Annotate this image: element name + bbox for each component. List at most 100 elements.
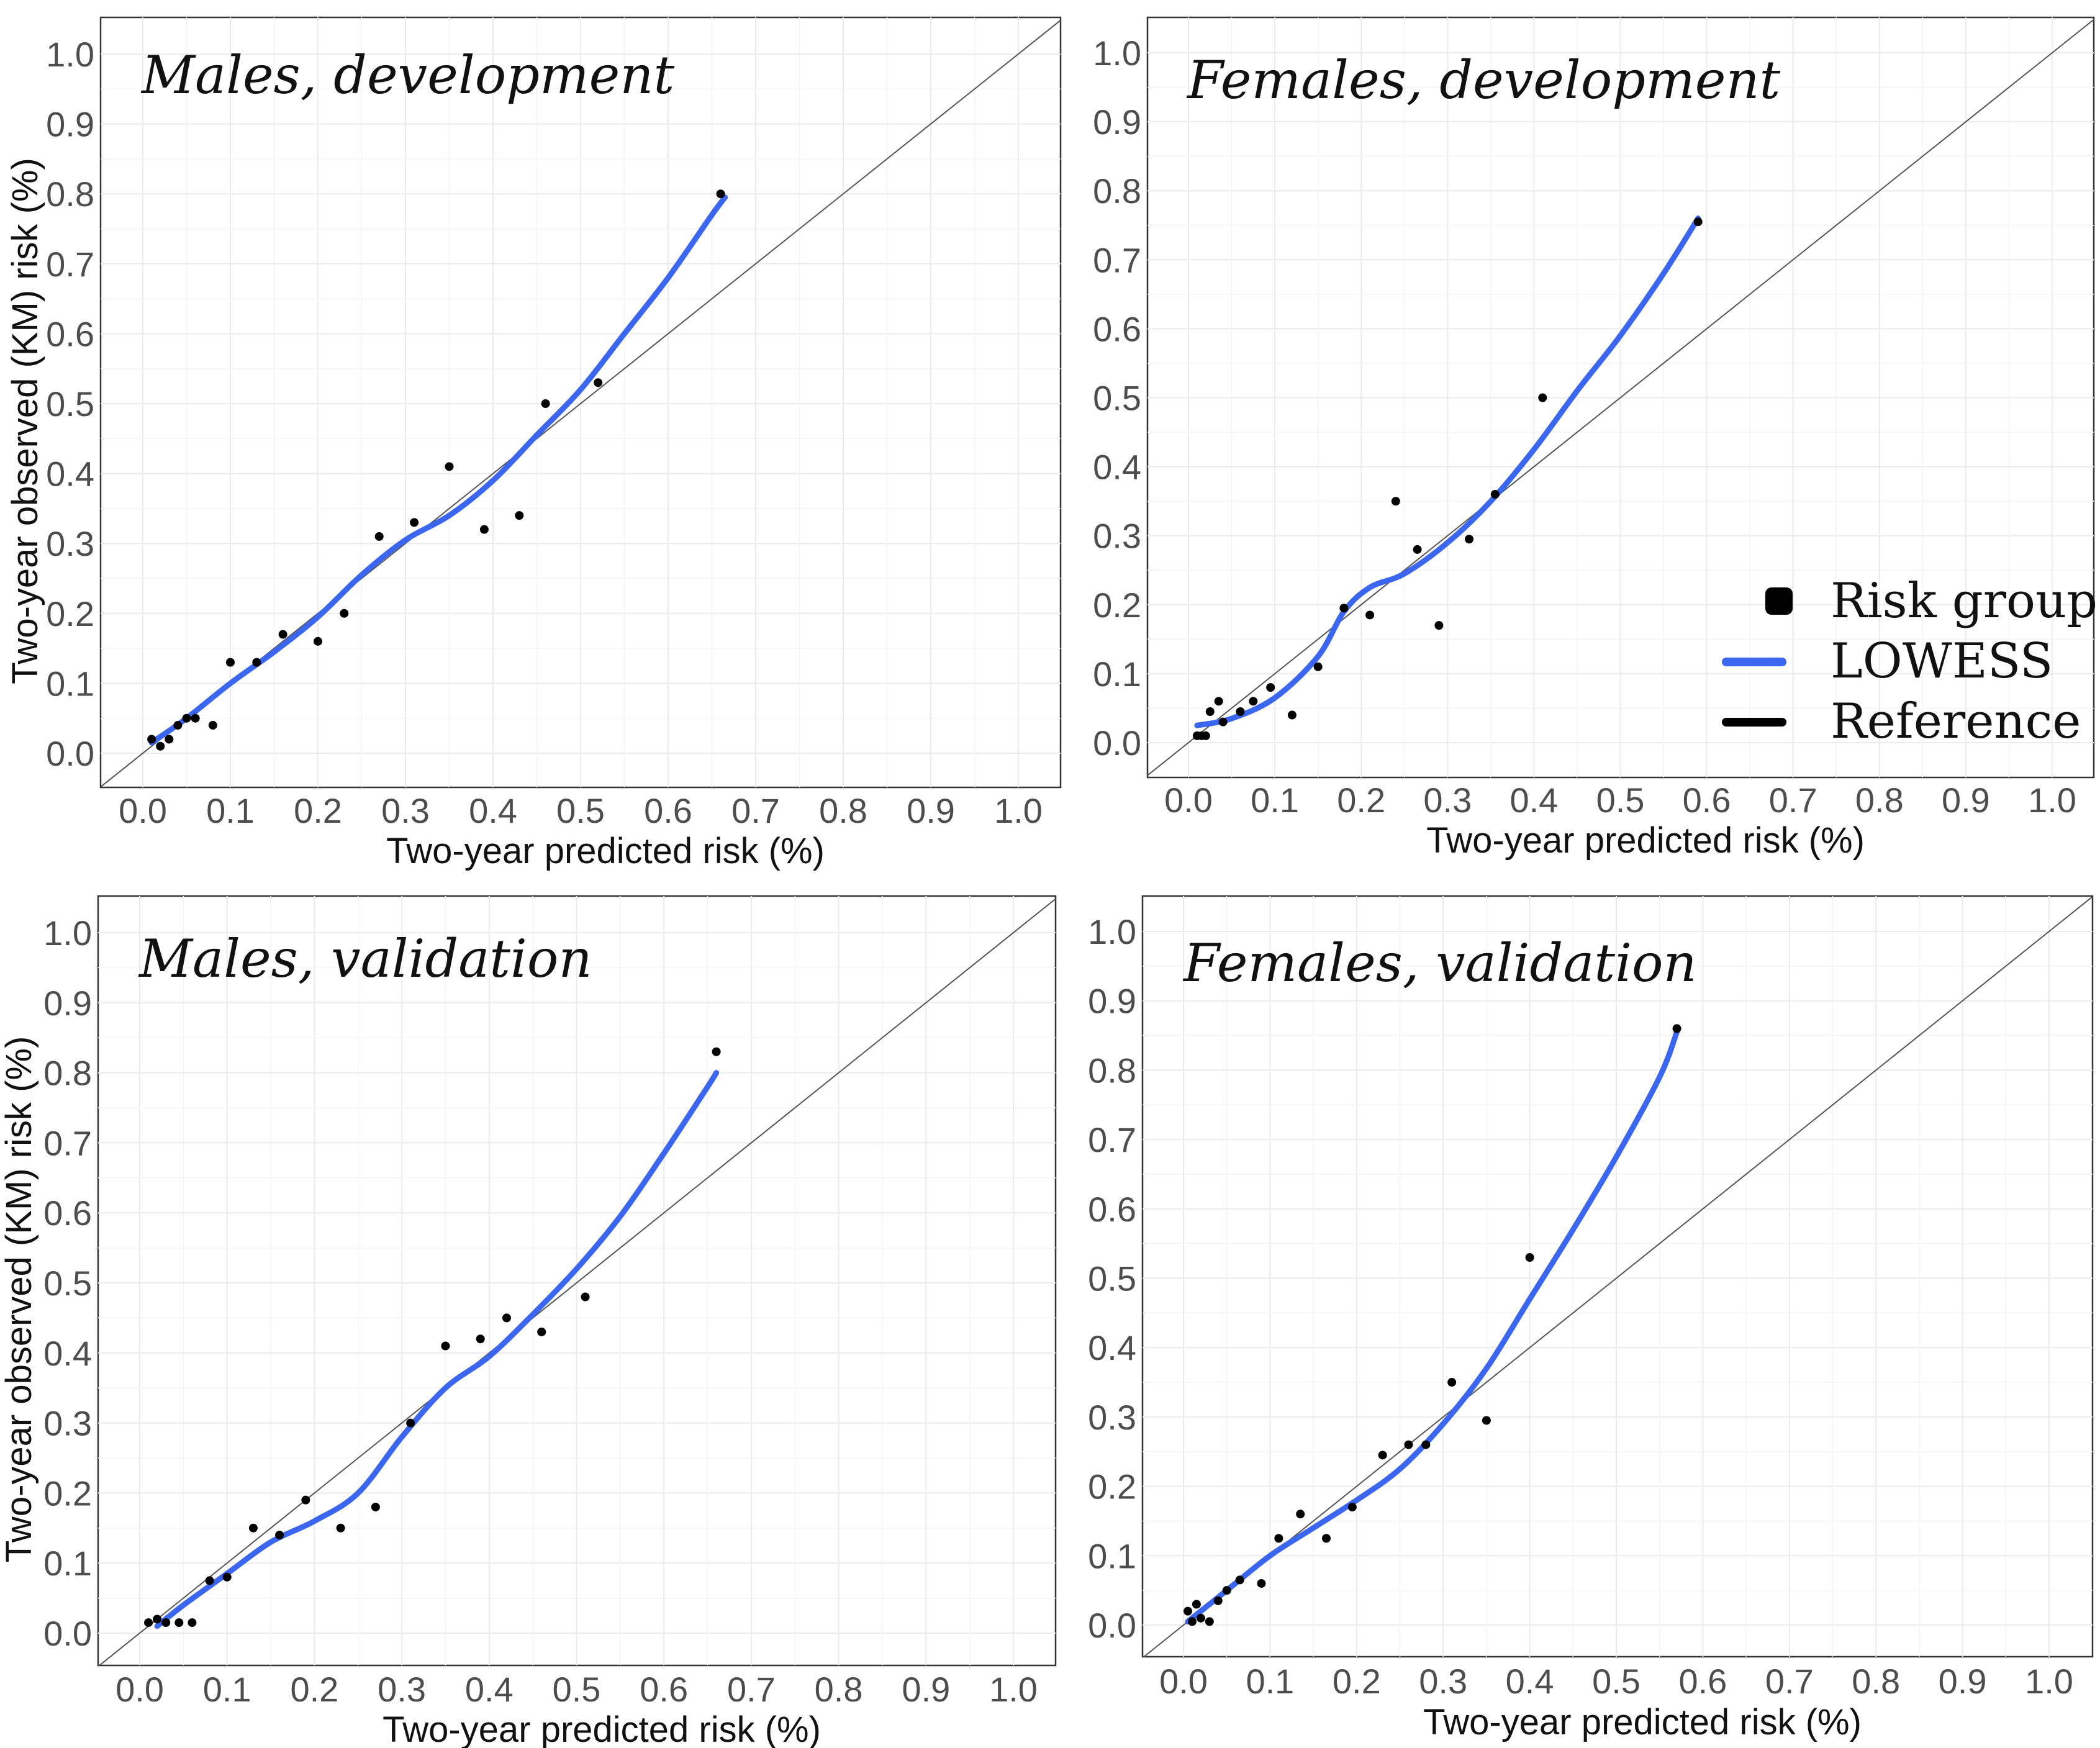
- y-tick-label: 0.5: [1093, 379, 1141, 418]
- y-tick-label: 0.1: [46, 664, 94, 703]
- y-tick-label: 0.9: [1093, 102, 1141, 142]
- x-tick-label: 0.6: [1683, 781, 1731, 820]
- y-tick-label: 0.4: [1088, 1328, 1136, 1367]
- risk-group-point: [1296, 1510, 1305, 1519]
- risk-group-point: [537, 1327, 546, 1336]
- y-tick-label: 0.2: [46, 594, 94, 633]
- risk-group-point: [275, 1531, 284, 1540]
- x-tick-label: 0.3: [378, 1670, 426, 1709]
- risk-group-point: [173, 720, 183, 730]
- y-tick-label: 0.3: [46, 524, 94, 563]
- x-tick-label: 0.0: [1164, 781, 1213, 820]
- risk-group-point: [1287, 710, 1297, 720]
- risk-group-point: [1413, 545, 1422, 554]
- x-tick-label: 0.7: [731, 791, 780, 830]
- risk-group-point: [1391, 497, 1400, 506]
- x-tick-label: 0.8: [819, 791, 867, 830]
- risk-group-point: [174, 1618, 184, 1628]
- y-tick-label: 0.4: [1093, 448, 1141, 487]
- x-tick-label: 0.5: [553, 1670, 601, 1709]
- y-tick-label: 0.1: [1088, 1536, 1136, 1575]
- y-tick-label: 0.3: [1088, 1398, 1136, 1437]
- risk-group-point: [188, 1618, 197, 1628]
- lowess-curve: [148, 194, 728, 746]
- risk-group-point: [161, 1618, 171, 1628]
- x-tick-label: 0.0: [115, 1670, 164, 1709]
- panel-title: Females, development: [1186, 50, 1781, 111]
- y-tick-label: 0.6: [1093, 309, 1141, 348]
- risk-group-point: [712, 1047, 721, 1056]
- reference-line: [1147, 19, 2094, 776]
- risk-group-point: [340, 609, 349, 618]
- risk-group-point: [441, 1341, 450, 1351]
- risk-group-point: [410, 518, 419, 527]
- x-tick-label: 0.7: [1765, 1662, 1814, 1701]
- x-axis-title: Two-year predicted risk (%): [1426, 820, 1865, 861]
- risk-group-point: [1266, 683, 1275, 692]
- y-tick-label: 0.5: [46, 384, 94, 423]
- x-tick-label: 1.0: [2025, 1662, 2073, 1701]
- risk-group-point: [1347, 1503, 1357, 1512]
- y-tick-label: 0.7: [1093, 240, 1141, 279]
- y-tick-label: 0.9: [46, 105, 94, 144]
- y-tick-label: 1.0: [1093, 34, 1141, 73]
- y-tick-label: 1.0: [1088, 912, 1136, 951]
- y-tick-label: 0.7: [46, 245, 94, 284]
- y-tick-label: 0.0: [43, 1614, 92, 1653]
- risk-group-point: [515, 511, 524, 520]
- x-tick-label: 0.0: [119, 791, 167, 830]
- panel-title: Females, validation: [1182, 933, 1697, 994]
- risk-group-point: [1378, 1451, 1387, 1460]
- y-tick-label: 0.6: [1088, 1190, 1136, 1229]
- risk-group-point: [1196, 1613, 1205, 1623]
- x-tick-label: 0.4: [465, 1670, 514, 1709]
- y-tick-label: 1.0: [46, 35, 94, 74]
- risk-group-point: [147, 735, 156, 744]
- x-tick-label: 0.2: [1337, 781, 1385, 820]
- risk-group-point: [1434, 621, 1444, 630]
- x-tick-label: 0.4: [469, 791, 517, 830]
- y-tick-label: 0.6: [43, 1193, 92, 1233]
- risk-group-point: [1222, 1586, 1231, 1595]
- legend-label: Reference: [1831, 694, 2081, 749]
- risk-group-point: [371, 1502, 380, 1511]
- x-tick-label: 0.3: [381, 791, 430, 830]
- y-axis-title: Two-year observed (KM) risk (%): [5, 158, 45, 684]
- risk-group-point: [1404, 1440, 1413, 1449]
- risk-group-point: [1201, 731, 1210, 740]
- x-tick-label: 0.7: [727, 1670, 776, 1709]
- plot-area: [98, 898, 1056, 1665]
- risk-group-point: [1214, 697, 1223, 706]
- y-tick-label: 0.1: [1093, 654, 1141, 694]
- risk-group-point: [1183, 1606, 1192, 1616]
- risk-group-point: [252, 658, 261, 667]
- x-tick-label: 0.9: [902, 1670, 950, 1709]
- risk-group-point: [406, 1418, 415, 1428]
- risk-group-point: [1525, 1252, 1534, 1262]
- x-axis-title: Two-year predicted risk (%): [1423, 1702, 1862, 1742]
- panel-title: Males, development: [140, 45, 674, 106]
- x-tick-label: 0.8: [1855, 781, 1904, 820]
- x-tick-label: 0.6: [640, 1670, 688, 1709]
- y-tick-label: 0.4: [43, 1334, 92, 1373]
- x-tick-label: 0.2: [1333, 1662, 1381, 1701]
- y-tick-label: 0.8: [43, 1054, 92, 1093]
- risk-group-point: [1672, 1024, 1681, 1033]
- risk-group-point: [541, 399, 550, 408]
- risk-group-point: [248, 1523, 258, 1533]
- risk-group-point: [1339, 604, 1349, 613]
- risk-group-point: [581, 1292, 590, 1302]
- risk-group-point: [1490, 490, 1500, 499]
- legend-label: LOWESS: [1831, 633, 2053, 689]
- risk-group-point: [1192, 1600, 1201, 1609]
- y-tick-label: 0.0: [46, 734, 94, 773]
- risk-group-point: [1365, 610, 1375, 620]
- risk-group-point: [479, 525, 489, 534]
- x-tick-label: 0.2: [294, 791, 342, 830]
- risk-group-point: [1693, 217, 1703, 227]
- risk-group-point: [191, 713, 200, 723]
- panel-2: 0.0 0.1 0.2 0.3 0.4 0.5 0.6 0.7 0.8 0.9 1.0 0.0 0.1 0…: [1093, 16, 2095, 861]
- lowess-curve: [1194, 215, 1701, 728]
- risk-group-point: [222, 1572, 232, 1582]
- y-tick-label: 0.7: [1088, 1120, 1136, 1159]
